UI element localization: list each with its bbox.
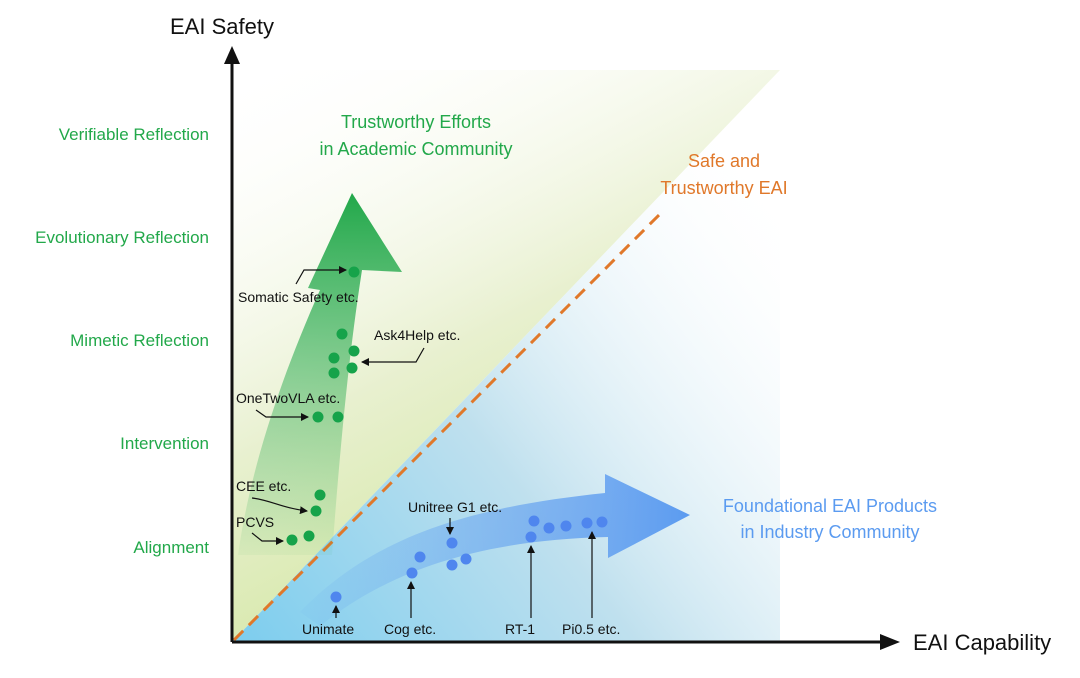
academic-points bbox=[286, 266, 360, 546]
y-axis-title: EAI Safety bbox=[170, 14, 274, 39]
label-unimate: Unimate bbox=[302, 621, 354, 637]
level-evolutionary-reflection: Evolutionary Reflection bbox=[35, 228, 209, 247]
y-axis-arrowhead bbox=[224, 46, 240, 64]
academic-point bbox=[314, 489, 326, 501]
level-alignment: Alignment bbox=[133, 538, 209, 557]
label-unitree-g1: Unitree G1 etc. bbox=[408, 499, 502, 515]
pointer-pcvs bbox=[251, 532, 284, 545]
academic-point bbox=[328, 352, 340, 364]
academic-point bbox=[348, 266, 360, 278]
industry-point bbox=[330, 591, 342, 603]
industry-point bbox=[560, 520, 572, 532]
x-axis-arrowhead bbox=[880, 634, 900, 650]
pointer-somatic-safety bbox=[295, 266, 347, 285]
level-intervention: Intervention bbox=[120, 434, 209, 453]
pointer-ask4help bbox=[361, 347, 425, 366]
industry-point bbox=[406, 567, 418, 579]
academic-region-title-line2: in Academic Community bbox=[319, 139, 512, 159]
industry-region-title-line2: in Industry Community bbox=[740, 522, 919, 542]
industry-trend-arrow bbox=[300, 474, 690, 626]
industry-point bbox=[525, 531, 537, 543]
academic-point bbox=[312, 411, 324, 423]
label-cog: Cog etc. bbox=[384, 621, 436, 637]
academic-point bbox=[348, 345, 360, 357]
level-verifiable-reflection: Verifiable Reflection bbox=[59, 125, 209, 144]
x-axis-title: EAI Capability bbox=[913, 630, 1051, 655]
academic-point bbox=[346, 362, 358, 374]
diagonal-title-line2: Trustworthy EAI bbox=[660, 178, 787, 198]
industry-point bbox=[446, 537, 458, 549]
label-pi05: Pi0.5 etc. bbox=[562, 621, 620, 637]
academic-point bbox=[332, 411, 344, 423]
industry-point bbox=[446, 559, 458, 571]
academic-region-title-line1: Trustworthy Efforts bbox=[341, 112, 491, 132]
academic-point bbox=[328, 367, 340, 379]
label-somatic-safety: Somatic Safety etc. bbox=[238, 289, 359, 305]
label-rt1: RT-1 bbox=[505, 621, 535, 637]
industry-point bbox=[460, 553, 472, 565]
academic-point bbox=[336, 328, 348, 340]
label-pcvs: PCVS bbox=[236, 514, 274, 530]
industry-point bbox=[543, 522, 555, 534]
safety-level-labels: Verifiable Reflection Evolutionary Refle… bbox=[35, 125, 209, 557]
industry-points bbox=[330, 515, 608, 603]
diagonal-title-line1: Safe and bbox=[688, 151, 760, 171]
pointer-cee bbox=[251, 497, 308, 515]
industry-point bbox=[414, 551, 426, 563]
academic-point bbox=[310, 505, 322, 517]
academic-point bbox=[286, 534, 298, 546]
label-cee: CEE etc. bbox=[236, 478, 291, 494]
industry-point bbox=[581, 517, 593, 529]
level-mimetic-reflection: Mimetic Reflection bbox=[70, 331, 209, 350]
industry-point bbox=[528, 515, 540, 527]
industry-region-title-line1: Foundational EAI Products bbox=[723, 496, 937, 516]
academic-trend-arrow bbox=[238, 193, 402, 555]
label-ask4help: Ask4Help etc. bbox=[374, 327, 460, 343]
label-onetwovla: OneTwoVLA etc. bbox=[236, 390, 340, 406]
safe-trustworthy-diagonal-line bbox=[232, 210, 664, 642]
pointer-onetwovla bbox=[255, 409, 309, 421]
industry-point bbox=[596, 516, 608, 528]
academic-point bbox=[303, 530, 315, 542]
